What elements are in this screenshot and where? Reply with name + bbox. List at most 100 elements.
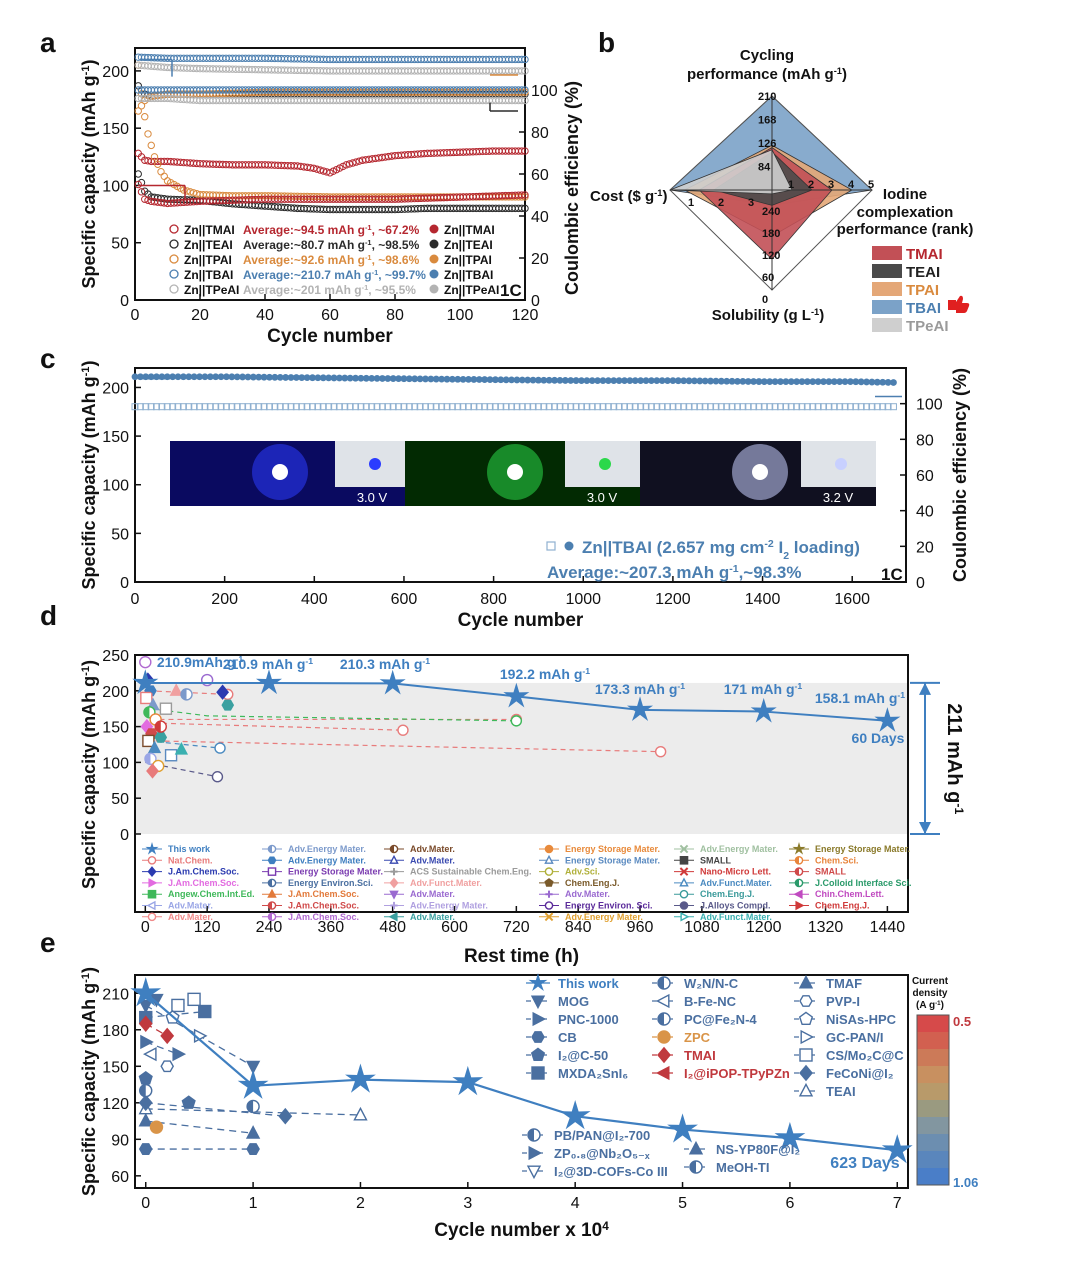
panel-c-ce-point [228,403,236,411]
led-photo-strip [170,441,876,506]
panel-d-legend-label: Adv.Mater. [410,855,455,865]
panel-e-legend-label: TMAI [684,1048,716,1063]
panel-d-cluster-point-half [143,706,150,718]
panel-e-legend-label: CB [558,1030,577,1045]
panel-a-point [316,166,324,174]
panel-d-legend-label: Nano-Micro Lett. [700,867,771,877]
panel-d-legend-marker [795,900,805,911]
panel-c-ce-point [260,403,268,411]
panel-d-legend-marker-half [268,901,272,910]
panel-e-compare-point [160,1027,175,1045]
panel-d-legend-marker [390,901,398,910]
panel-e-legend-marker [800,1029,815,1045]
panel-e-compare-point [138,1143,153,1155]
panel-d-compare-point [211,771,224,783]
panel-d-ytick-label: 100 [102,755,129,772]
panel-c-capacity-point [847,378,854,386]
panel-c-y2tick-label: 40 [916,504,934,521]
panel-c-capacity-point [336,374,343,382]
panel-a-ytick-label: 50 [111,236,129,253]
panel-c-capacity-point [459,375,467,383]
panel-d-legend-label: Adv.Energy Mater. [410,901,488,911]
panel-c-ytick-label: 100 [102,478,129,495]
panel-a-xtick-label: 80 [386,307,404,324]
panel-c-ce-point [362,403,370,411]
panel-c-ce-point [599,403,607,411]
panel-c-ce-point [572,403,580,411]
panel-c-ce-point [459,403,467,411]
panel-c-ce-point [314,403,322,411]
panel-e-legend-marker [798,1082,814,1097]
panel-d-legend-marker [544,854,554,864]
led-closeup-bulb [835,458,847,470]
panel-c-capacity-point [852,378,860,386]
panel-c-ce-point [583,403,591,411]
panel-c-ce-point [309,403,317,411]
panel-e-legend-label: I₂@C-50 [558,1048,608,1063]
panel-c-capacity-point [185,373,193,381]
panel-a-point [154,160,162,168]
panel-d-annotation: 192.2 mAh g-1 [500,666,590,682]
panel-c-capacity-point [201,373,209,381]
panel-d-annotation: 210.9mAh g-1 [157,654,243,670]
panel-c-y2tick-label: 60 [916,468,934,485]
panel-d-legend-marker [680,912,690,922]
panel-e-cluster-point [160,1060,175,1073]
panel-d-legend-marker [146,900,156,911]
panel-c-xtick-label: 400 [301,591,328,608]
panel-c-xlabel: Cycle number [458,610,584,631]
panel-c-capacity-point [470,376,478,383]
panel-c-ce-point [626,403,634,411]
panel-d-legend-marker-half [795,856,799,864]
panel-c-ce-point [534,403,542,411]
panel-c-ce-point [798,403,806,411]
panel-c-xtick-label: 1600 [834,591,870,608]
colorbar-segment [917,1015,949,1032]
panel-e-legend-marker-half [528,1129,534,1141]
panel-c-ce-point [873,403,881,411]
panel-a-legend-marker [169,239,179,249]
panel-d-this-work-point [132,669,159,695]
panel-e-compare-point [172,1046,187,1062]
panel-c-ce-point [222,403,230,411]
panel-d-legend-marker [679,889,689,899]
panel-c-capacity-point [873,378,881,386]
panel-c-ce-point [793,403,801,411]
panel-d-annotation: 210.9 mAh g-1 [223,656,313,672]
panel-c-capacity-point [427,375,435,383]
panel-c-ytick-label: 50 [111,526,129,543]
panel-d-legend-label: Chem.Eng.J. [700,889,755,899]
panel-e-legend-marker [657,1046,671,1064]
panel-c-ce-point [346,403,354,411]
panel-e-xlabel: Cycle number x 104 [434,1220,609,1242]
led-voltage-label: 3.0 V [357,490,388,505]
panel-e-compare-point [245,1125,261,1139]
panel-a-y2tick-label: 0 [531,293,540,310]
panel-d-cluster-point [169,683,183,696]
panel-d-legend-label: Adv.Mater. [565,889,610,899]
panel-a-point [180,186,188,194]
panel-d-legend-marker [389,890,399,900]
panel-a-ytick-label: 100 [102,178,129,195]
panel-a-legend-name-2: Zn||TEAI [444,238,493,252]
panel-c-capacity-point [556,376,564,384]
panel-d-legend-marker [679,867,689,876]
panel-a-point [518,67,526,75]
panel-c-capacity-point [674,377,682,385]
panel-c-ce-point [642,403,650,411]
panel-c-ce-point [658,403,666,411]
panel-a-point [310,164,318,172]
panel-e-legend-label: I₂@3D-COFs-Co III [554,1164,668,1179]
panel-e-xtick-label: 4 [571,1195,580,1212]
panel-d-legend-label: Adv.Sci. [565,867,600,877]
panel-e-legend-label: TMAF [826,976,862,991]
panel-a-y2tick-label: 100 [531,83,558,100]
panel-d-legend-marker [792,842,806,855]
panel-d-legend-label: Energy Environ. Sci. [565,901,653,911]
panel-c-capacity-point [836,378,844,386]
panel-c-ce-point [491,403,499,411]
radar-left-tick: 3 [748,197,754,209]
panel-c-capacity-point [712,377,720,385]
panel-a-legend-name: Zn||TMAI [184,223,235,237]
panel-e-this-work-point [559,1099,591,1130]
